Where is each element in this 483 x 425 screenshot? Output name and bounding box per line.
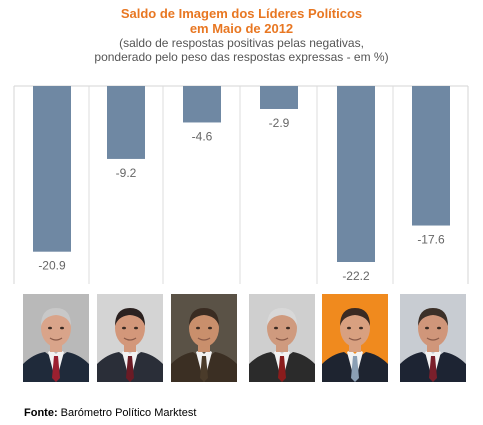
portrait-2-icon [97, 294, 163, 382]
leader-photo-4 [249, 294, 315, 382]
leader-photo-5 [322, 294, 388, 382]
bar-1 [33, 86, 71, 252]
bar-2 [107, 86, 145, 159]
data-label-2: -9.2 [116, 166, 137, 180]
bar-4 [260, 86, 298, 109]
data-label-4: -2.9 [269, 116, 290, 130]
leader-photo-2 [97, 294, 163, 382]
portrait-1-icon [23, 294, 89, 382]
source-label: Fonte: [24, 407, 58, 419]
data-label-5: -22.2 [342, 269, 370, 283]
bar-3 [183, 86, 221, 123]
source-text: Barómetro Político Marktest [60, 407, 197, 419]
chart-title-line2: em Maio de 2012 [189, 21, 294, 36]
portrait-5-icon [322, 294, 388, 382]
portrait-6-icon [400, 294, 466, 382]
portrait-4-icon [249, 294, 315, 382]
chart-subtitle-line2: ponderado pelo peso das respostas expres… [94, 50, 389, 64]
data-label-3: -4.6 [192, 129, 213, 143]
bar-5 [337, 86, 375, 262]
data-label-6: -17.6 [417, 233, 445, 247]
bar-6 [412, 86, 450, 226]
leader-photo-3 [171, 294, 237, 382]
chart-title: Saldo de Imagem dos Líderes Políticos [120, 6, 363, 21]
portrait-3-icon [171, 294, 237, 382]
source-note: Fonte: Barómetro Político Marktest [24, 407, 196, 419]
chart-subtitle: (saldo de respostas positivas pelas nega… [119, 36, 364, 50]
leader-photo-6 [400, 294, 466, 382]
bar-chart: -20.9 -9.2 -4.6 -2.9 -22.2 -17.6 [13, 85, 469, 284]
leader-photo-1 [23, 294, 89, 382]
data-label-1: -20.9 [38, 259, 66, 273]
